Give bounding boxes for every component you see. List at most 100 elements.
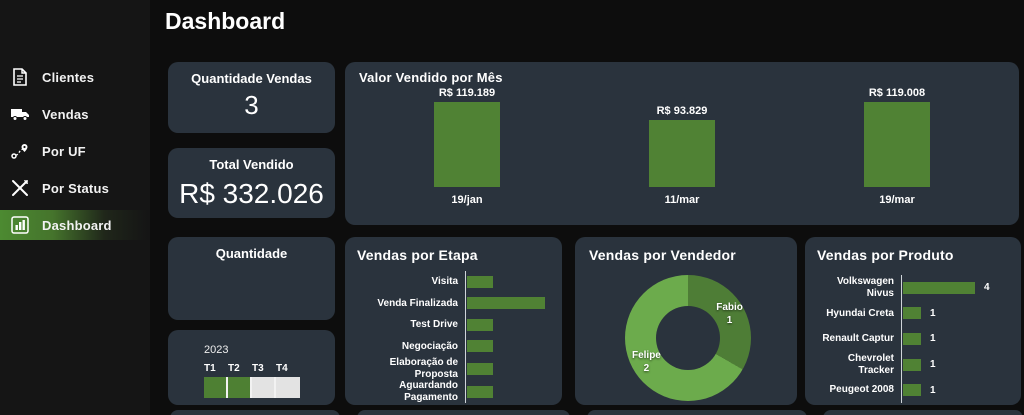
sidebar-item-label: Clientes [42,69,95,85]
bar-category-label: 19/jan [451,194,483,206]
valor-chart-plot: R$ 119.189 19/jan R$ 93.829 11/mar R$ 119.00… [359,87,1005,206]
chart-title: Vendas por Produto [817,247,954,263]
bar[interactable] [467,297,545,310]
slicer-year-label: 2023 [204,344,229,356]
bar-category-label: Negociação [401,340,458,352]
bar-value-label: 1 [930,333,936,345]
bar-row: Negociação [357,335,550,357]
sidebar-item-label: Por Status [42,180,110,196]
kpi-value: R$ 332.026 [179,178,324,209]
bar-category-label: Elaboração de Proposta [389,357,458,380]
bar-category-label: Aguardando Pagamento [399,380,458,403]
bar-value-label: 1 [930,307,936,319]
truck-icon [10,104,30,124]
bar[interactable] [864,102,930,187]
slicer-cells [204,377,335,398]
bar-row: Volkswagen Nivus 4 [817,275,1009,301]
bar-value-label: 4 [984,282,990,294]
bar-category-label: Visita [431,276,459,287]
bar[interactable] [467,385,493,398]
slicer-cell-t2[interactable] [228,377,252,398]
slicer-cell-t1[interactable] [204,377,228,398]
bar[interactable] [649,120,715,187]
slicer-headers: T1 T2 T3 T4 [204,363,335,374]
vendas-vendedor-chart-card: Vendas por Vendedor Fabio 1 Felipe 2 [575,237,797,405]
sidebar-item-vendas[interactable]: Vendas [0,99,150,129]
sidebar-item-label: Dashboard [42,217,112,233]
produto-chart-plot: Volkswagen Nivus 4 Hyundai Creta 1 Renault C… [817,275,1009,403]
sidebar-item-label: Vendas [42,106,89,122]
bar-group: R$ 119.008 19/mar [864,87,930,206]
valor-vendido-chart-card: Valor Vendido por Mês R$ 119.189 19/jan R$… [345,62,1019,225]
bar-row: Visita [357,271,550,293]
bar[interactable] [903,281,975,294]
bar[interactable] [434,102,500,187]
period-slicer-card: 2023 T1 T2 T3 T4 [168,330,335,405]
sidebar-item-dashboard[interactable]: Dashboard [0,210,150,240]
bar-row: Chevrolet Tracker 1 [817,351,1009,378]
bar-value-label: 1 [930,359,936,371]
kpi-value: 3 [244,90,259,120]
partial-card-strip [170,410,340,415]
bar-category-label: 11/mar [664,194,700,206]
bar-value-label: 1 [930,384,936,396]
kpi-card-quantidade-vendas: Quantidade Vendas 3 [168,62,335,133]
bar[interactable] [467,340,493,353]
donut-chart: Fabio 1 Felipe 2 [625,275,751,401]
bar[interactable] [467,275,493,288]
chart-title: Vendas por Etapa [357,247,478,263]
etapa-chart-plot: Visita Venda Finalizada Test Drive Negociaç… [357,271,550,403]
slicer-period-label: T2 [228,363,240,374]
sidebar-item-label: Por UF [42,143,86,159]
bar-category-label: Hyundai Creta [826,307,894,319]
kpi-card-quantidade: Quantidade [168,237,335,320]
bar[interactable] [467,362,493,375]
sidebar: Clientes Vendas Por UF Por Status Dashbo… [0,0,150,415]
bar-value-label: R$ 119.189 [438,87,496,99]
bar-value-label: R$ 93.829 [656,105,708,117]
chart-title: Vendas por Vendedor [589,247,736,263]
vendas-etapa-chart-card: Vendas por Etapa Visita Venda Finalizada T… [345,237,562,405]
bar[interactable] [903,384,921,397]
bar-row: Peugeot 2008 1 [817,377,1009,403]
bar-group: R$ 119.189 19/jan [434,87,500,206]
vendas-produto-chart-card: Vendas por Produto Volkswagen Nivus 4 Hyun… [805,237,1021,405]
bar-value-label: R$ 119.008 [868,87,926,99]
bar[interactable] [903,307,921,320]
kpi-card-total-vendido: Total Vendido R$ 332.026 [168,148,335,218]
bar-row: Test Drive [357,314,550,336]
partial-card-strip [357,410,570,415]
slicer-period-label: T3 [252,363,264,374]
bar-row: Aguardando Pagamento [357,380,550,403]
tools-icon [10,178,30,198]
bar-category-label: 19/mar [879,194,915,206]
sidebar-item-por-status[interactable]: Por Status [0,173,150,203]
chart-title: Valor Vendido por Mês [359,70,503,85]
kpi-title: Quantidade [215,246,288,261]
partial-card-strip [587,410,807,415]
partial-card-strip [823,410,1023,415]
slicer-cell-t3[interactable] [252,377,276,398]
bar-category-label: Renault Captur [822,333,894,345]
bar-row: Elaboração de Proposta [357,357,550,380]
bar[interactable] [467,318,493,331]
route-icon [10,141,30,161]
bar[interactable] [903,332,921,345]
bar[interactable] [903,358,921,371]
document-icon [10,67,30,87]
bar-category-label: Volkswagen Nivus [836,276,894,299]
bar-category-label: Test Drive [410,319,458,330]
bar-category-label: Venda Finalizada [377,297,458,309]
bar-category-label: Chevrolet Tracker [847,353,894,376]
donut-hole [656,306,720,370]
bar-group: R$ 93.829 11/mar [649,105,715,206]
slicer-cell-t4[interactable] [276,377,300,398]
slicer-period-label: T4 [276,363,288,374]
bar-row: Venda Finalizada [357,292,550,314]
kpi-title: Quantidade Vendas [191,71,312,86]
sidebar-item-clientes[interactable]: Clientes [0,62,150,92]
kpi-title: Total Vendido [209,157,294,172]
slicer-period-label: T1 [204,363,216,374]
sidebar-item-por-uf[interactable]: Por UF [0,136,150,166]
bar-chart-icon [10,215,30,235]
